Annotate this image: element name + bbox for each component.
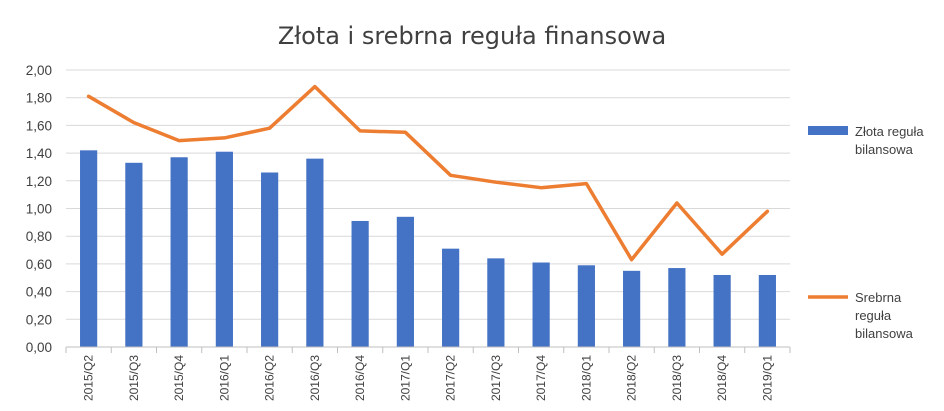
y-tick-label: 1,40 bbox=[26, 146, 52, 161]
y-tick-label: 0,60 bbox=[26, 257, 52, 272]
legend-label: reguła bbox=[855, 308, 892, 323]
x-tick-label: 2018/Q1 bbox=[579, 355, 593, 401]
bar bbox=[487, 258, 505, 347]
x-axis-ticks: 2015/Q2 2015/Q3 2015/Q4 2016/Q1 2016/Q2 2016/… bbox=[65, 346, 791, 401]
x-tick-label: 2018/Q3 bbox=[670, 355, 684, 401]
x-tick-label: 2017/Q4 bbox=[534, 355, 548, 401]
bar bbox=[577, 265, 595, 347]
x-tick-label: 2015/Q2 bbox=[82, 355, 96, 401]
line-series bbox=[86, 84, 770, 262]
y-tick-label: 1,80 bbox=[26, 91, 52, 106]
y-tick-label: 0,00 bbox=[26, 340, 52, 355]
y-tick-label: 0,20 bbox=[26, 312, 52, 327]
chart-title: Złota i srebrna reguła finansowa bbox=[278, 22, 666, 50]
x-tick-label: 2018/Q2 bbox=[625, 355, 639, 401]
bar bbox=[396, 216, 414, 347]
legend-label: bilansowa bbox=[855, 142, 914, 157]
x-tick-label: 2015/Q4 bbox=[172, 355, 186, 401]
x-tick-label: 2019/Q1 bbox=[760, 355, 774, 401]
x-tick-label: 2017/Q1 bbox=[398, 355, 412, 401]
legend-label: bilansowa bbox=[855, 326, 914, 341]
bar bbox=[125, 162, 143, 347]
y-tick-label: 0,40 bbox=[26, 285, 52, 300]
legend-swatch-bar bbox=[808, 126, 848, 135]
bar bbox=[261, 172, 279, 347]
bar bbox=[532, 262, 550, 347]
x-tick-label: 2016/Q4 bbox=[353, 355, 367, 401]
y-tick-label: 1,20 bbox=[26, 174, 52, 189]
bar bbox=[215, 151, 233, 347]
x-tick-label: 2018/Q4 bbox=[715, 355, 729, 401]
x-tick-label: 2017/Q2 bbox=[444, 355, 458, 401]
legend: Złota reguła bilansowa Srebrna reguła bilans… bbox=[808, 124, 924, 341]
legend-label: Złota reguła bbox=[855, 124, 924, 139]
x-tick-label: 2016/Q2 bbox=[263, 355, 277, 401]
bar bbox=[306, 158, 324, 347]
bar bbox=[758, 274, 776, 347]
bar bbox=[713, 274, 731, 347]
bar bbox=[623, 270, 641, 347]
x-tick-label: 2016/Q1 bbox=[217, 355, 231, 401]
legend-label: Srebrna bbox=[855, 290, 902, 305]
x-tick-label: 2016/Q3 bbox=[308, 355, 322, 401]
y-tick-label: 2,00 bbox=[26, 63, 52, 78]
bar bbox=[351, 220, 369, 347]
series-line bbox=[86, 84, 770, 262]
x-tick-label: 2015/Q3 bbox=[127, 355, 141, 401]
bar bbox=[170, 157, 188, 347]
bar-series bbox=[80, 150, 776, 347]
bar bbox=[442, 248, 460, 347]
y-tick-label: 0,80 bbox=[26, 229, 52, 244]
y-axis-ticks: 0,00 0,20 0,40 0,60 0,80 1,00 1,20 1,40 1,60 1,80… bbox=[26, 63, 52, 355]
y-tick-label: 1,00 bbox=[26, 202, 52, 217]
bar bbox=[80, 150, 98, 347]
y-tick-label: 1,60 bbox=[26, 118, 52, 133]
bar bbox=[668, 268, 686, 347]
x-tick-label: 2017/Q3 bbox=[489, 355, 503, 401]
